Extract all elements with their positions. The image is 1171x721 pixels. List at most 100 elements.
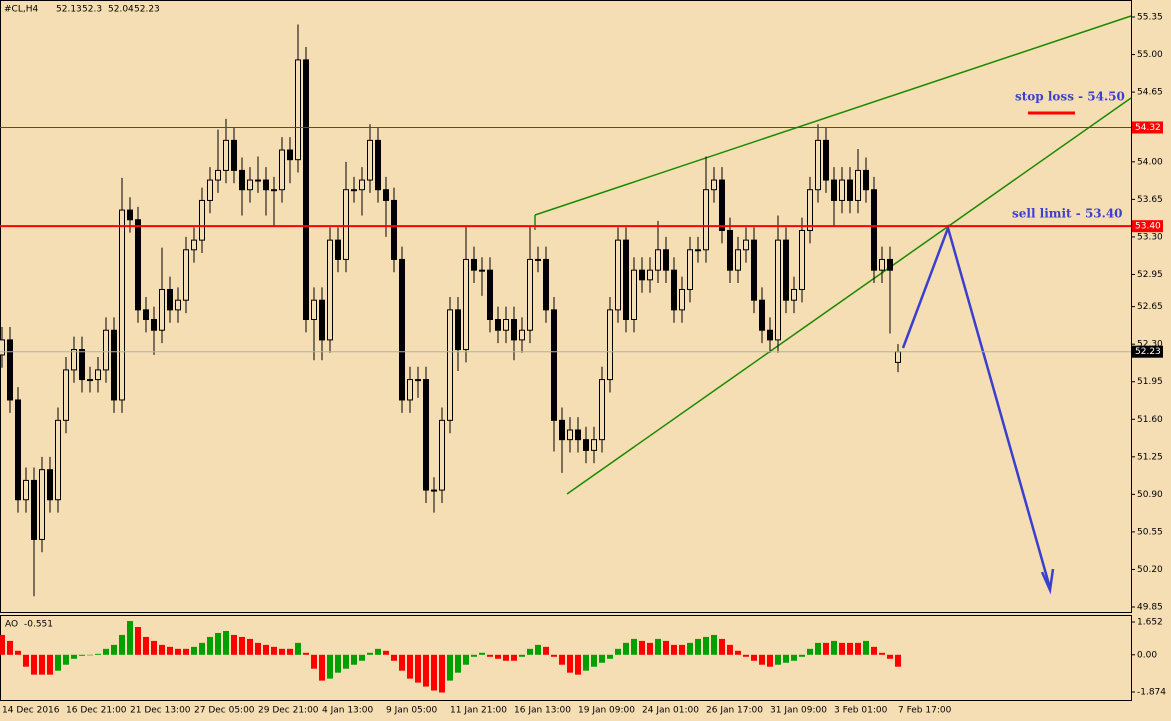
candle-body — [127, 209, 133, 221]
ao-bar — [599, 654, 605, 663]
ao-bar — [143, 636, 149, 655]
candle-body — [335, 239, 341, 260]
ao-bar — [359, 654, 365, 661]
candle-body — [599, 379, 605, 441]
candle-body — [791, 288, 797, 301]
arrow-head — [1040, 568, 1055, 595]
ao-bar — [775, 654, 781, 665]
candle-body — [167, 288, 173, 311]
level-label: 53.40 — [1135, 222, 1161, 232]
candle-body — [479, 269, 485, 272]
candle-body — [823, 139, 829, 181]
ao-bar — [543, 646, 549, 655]
candle-body — [511, 319, 517, 341]
candle-body — [447, 309, 453, 421]
ao-bar — [207, 636, 213, 655]
ao-bar — [727, 644, 733, 655]
candle-body — [759, 299, 765, 331]
y-tick-label: 52.30 — [1137, 340, 1163, 350]
candle-body — [655, 249, 661, 271]
candle-body — [871, 189, 877, 271]
header: #CL,H4 52.13 52.3 52.04 52.23 — [4, 5, 160, 15]
level-box — [1132, 220, 1163, 233]
candle-body — [215, 169, 221, 181]
ao-bar — [815, 642, 821, 655]
ao-bar — [471, 654, 477, 657]
ao-bar — [23, 654, 29, 667]
candle-body — [455, 309, 461, 351]
ao-bar — [463, 654, 469, 665]
current-price-box — [1132, 345, 1163, 358]
ao-bar — [551, 654, 557, 657]
ao-bar — [287, 648, 293, 655]
candle-body — [799, 229, 805, 290]
level-label: 54.32 — [1135, 123, 1161, 133]
candle-body — [287, 149, 293, 161]
y-tick-label: 51.25 — [1137, 452, 1163, 462]
ao-bar — [767, 654, 773, 667]
candle-body — [767, 329, 773, 341]
candle-body — [887, 258, 893, 271]
ao-bar — [591, 654, 597, 667]
x-tick-label: 16 Jan 13:00 — [514, 706, 571, 716]
ao-bar — [0, 634, 5, 655]
ao-bar — [439, 654, 445, 693]
ao-bar — [663, 640, 669, 655]
x-tick-label: 3 Feb 01:00 — [834, 706, 888, 716]
ao-bar — [799, 654, 805, 657]
ao-bar — [351, 654, 357, 665]
ao-bar — [167, 646, 173, 655]
ao-bar — [527, 648, 533, 655]
candle-body — [375, 139, 381, 191]
candle-body — [695, 249, 701, 252]
ao-bar — [31, 654, 37, 675]
y-tick-label: 50.55 — [1137, 527, 1163, 537]
candle-body — [367, 139, 373, 181]
ao-bar — [391, 654, 397, 661]
y-tick-label: 53.65 — [1137, 195, 1163, 205]
candle-body — [183, 249, 189, 301]
header-close: 52.23 — [134, 5, 160, 15]
ao-bar — [335, 654, 341, 673]
level-box — [1132, 121, 1163, 134]
ao-bar — [263, 644, 269, 655]
ao-bar — [687, 642, 693, 655]
x-tick-label: 11 Jan 21:00 — [450, 706, 507, 716]
ao-bar — [407, 654, 413, 679]
candle-body — [743, 239, 749, 251]
ao-bar — [215, 632, 221, 655]
ao-title: AO — [5, 620, 18, 630]
y-tick-label: 0.00 — [1137, 650, 1157, 660]
candle-body — [839, 179, 845, 201]
ao-bar — [231, 634, 237, 655]
ao-bar — [183, 648, 189, 655]
candle-body — [95, 369, 101, 381]
candle-body — [263, 179, 269, 191]
ao-bar — [631, 638, 637, 655]
ao-bar — [119, 634, 125, 655]
candle-body — [527, 258, 533, 331]
candle-body — [71, 349, 77, 371]
ao-bar — [399, 654, 405, 671]
y-tick-label: 54.65 — [1137, 88, 1163, 98]
candle-body — [535, 258, 541, 261]
ao-bar — [199, 642, 205, 655]
candle-body — [639, 269, 645, 281]
ao-bar — [151, 640, 157, 655]
y-tick-label: -1.874 — [1137, 688, 1166, 698]
ao-bar — [695, 638, 701, 655]
x-tick-label: 31 Jan 09:00 — [770, 706, 827, 716]
ao-bar — [303, 652, 309, 655]
candle-body — [439, 419, 445, 491]
ao-bar — [271, 646, 277, 655]
y-tick-label: 53.30 — [1137, 232, 1163, 242]
y-tick-label: 49.85 — [1137, 603, 1163, 613]
candle-body — [319, 299, 325, 341]
ao-bar — [615, 648, 621, 655]
ao-bar — [431, 654, 437, 691]
ao-bar — [255, 642, 261, 655]
ao-bar — [79, 654, 85, 656]
candle-body — [303, 59, 309, 321]
candle-body — [751, 239, 757, 301]
candle-body — [111, 329, 117, 401]
